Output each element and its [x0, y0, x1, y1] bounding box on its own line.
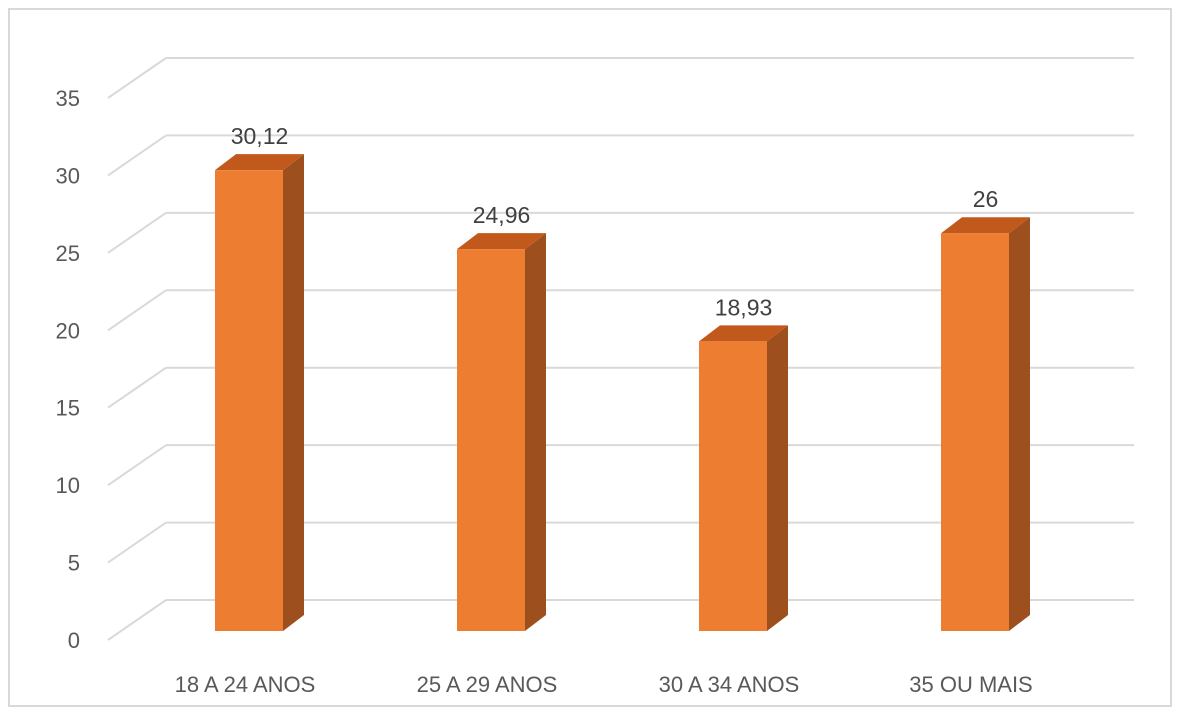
chart-area: 0 5 10 15 20 25 30 35 30,12 24,96 18,93 26 18 A 24… — [8, 8, 1172, 707]
bar-top — [699, 325, 788, 342]
y-tick-label: 15 — [56, 396, 80, 421]
bar-side — [1009, 217, 1030, 631]
bar-chart: 0 5 10 15 20 25 30 35 30,12 24,96 18,93 26 18 A 24… — [56, 57, 1134, 697]
bar-side — [283, 154, 304, 631]
gridline-side — [107, 134, 167, 177]
y-tick-label: 5 — [68, 551, 80, 576]
gridline-side — [107, 212, 167, 254]
bar-top — [457, 233, 546, 250]
y-tick-label: 20 — [56, 318, 80, 343]
bar-top — [941, 217, 1030, 234]
bar — [699, 341, 767, 631]
gridline-side — [107, 599, 167, 641]
bar-side — [767, 325, 788, 631]
x-category-label: 35 OU MAIS — [909, 672, 1032, 697]
y-tick-label: 30 — [56, 163, 80, 188]
gridline-side — [107, 444, 167, 486]
y-axis-tick-labels: 0 5 10 15 20 25 30 35 — [56, 86, 80, 653]
bar — [457, 249, 525, 631]
data-label: 30,12 — [231, 123, 289, 149]
gridline-side — [107, 57, 167, 99]
bars — [215, 154, 1030, 631]
gridline-side — [107, 289, 167, 332]
x-category-label: 25 A 29 ANOS — [417, 672, 558, 697]
bar — [215, 170, 283, 631]
y-tick-label: 35 — [56, 86, 80, 111]
x-category-label: 30 A 34 ANOS — [659, 672, 800, 697]
gridline-side — [107, 366, 167, 409]
y-tick-label: 25 — [56, 241, 80, 266]
x-category-label: 18 A 24 ANOS — [175, 672, 316, 697]
bar-side — [525, 233, 546, 631]
data-label: 26 — [973, 186, 999, 212]
y-tick-label: 10 — [56, 473, 80, 498]
x-axis-category-labels: 18 A 24 ANOS 25 A 29 ANOS 30 A 34 ANOS 35 O… — [175, 672, 1033, 697]
bar-top — [215, 154, 304, 171]
bar — [941, 233, 1009, 631]
y-tick-label: 0 — [68, 628, 80, 653]
gridline-side — [107, 521, 167, 564]
data-labels: 30,12 24,96 18,93 26 — [231, 123, 999, 320]
data-label: 18,93 — [715, 294, 773, 320]
data-label: 24,96 — [473, 202, 531, 228]
